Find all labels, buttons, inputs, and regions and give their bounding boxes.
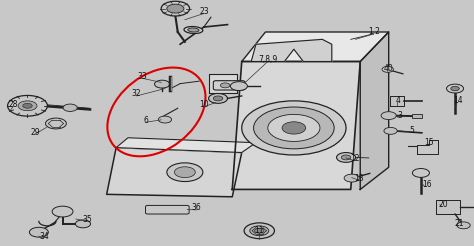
- Polygon shape: [242, 32, 389, 62]
- Circle shape: [174, 167, 195, 178]
- Text: 21: 21: [454, 219, 464, 228]
- Circle shape: [230, 82, 247, 91]
- Circle shape: [255, 228, 264, 233]
- Circle shape: [242, 101, 346, 155]
- Circle shape: [381, 112, 396, 120]
- Text: 12: 12: [350, 154, 359, 163]
- Polygon shape: [232, 62, 360, 189]
- Circle shape: [167, 163, 203, 182]
- Circle shape: [155, 80, 170, 88]
- Circle shape: [412, 169, 429, 177]
- Text: 29: 29: [31, 128, 40, 137]
- Polygon shape: [107, 148, 242, 197]
- Polygon shape: [436, 200, 460, 214]
- Text: 6: 6: [144, 116, 148, 125]
- Circle shape: [250, 226, 269, 236]
- Circle shape: [8, 95, 47, 116]
- Ellipse shape: [188, 28, 199, 32]
- Text: 23: 23: [199, 7, 209, 15]
- FancyBboxPatch shape: [146, 205, 189, 214]
- Circle shape: [75, 220, 91, 228]
- Circle shape: [209, 93, 228, 103]
- Circle shape: [220, 83, 230, 88]
- Circle shape: [63, 104, 77, 111]
- Text: 36: 36: [192, 203, 201, 212]
- Text: 20: 20: [439, 200, 448, 209]
- Text: 5: 5: [409, 126, 414, 135]
- Circle shape: [451, 86, 459, 91]
- Polygon shape: [390, 96, 404, 106]
- Text: 32: 32: [132, 90, 141, 98]
- Ellipse shape: [184, 27, 203, 33]
- Circle shape: [268, 114, 320, 141]
- Circle shape: [167, 4, 184, 13]
- Bar: [412, 114, 422, 118]
- Text: 33: 33: [137, 72, 147, 81]
- Text: 10: 10: [199, 100, 209, 109]
- Text: 15: 15: [425, 138, 434, 147]
- Circle shape: [244, 223, 274, 239]
- Circle shape: [46, 118, 66, 129]
- Text: 16: 16: [422, 180, 431, 189]
- Polygon shape: [417, 140, 438, 154]
- Circle shape: [282, 122, 306, 134]
- Circle shape: [457, 222, 470, 229]
- Text: 13: 13: [355, 174, 364, 183]
- Text: 4: 4: [396, 96, 401, 105]
- Text: 14: 14: [453, 96, 463, 105]
- Circle shape: [337, 153, 356, 162]
- Polygon shape: [209, 74, 237, 93]
- Circle shape: [447, 84, 464, 93]
- Circle shape: [161, 1, 190, 16]
- Text: 28: 28: [9, 100, 18, 109]
- Circle shape: [23, 103, 32, 108]
- Text: 11: 11: [255, 226, 264, 235]
- Circle shape: [158, 116, 172, 123]
- Circle shape: [18, 101, 37, 111]
- Polygon shape: [116, 138, 256, 153]
- Polygon shape: [251, 39, 332, 62]
- Text: 7,8,9: 7,8,9: [258, 55, 277, 63]
- Text: 34: 34: [40, 232, 49, 241]
- Circle shape: [29, 227, 48, 237]
- Circle shape: [382, 66, 393, 72]
- Text: 1,2: 1,2: [368, 28, 381, 36]
- Circle shape: [341, 155, 351, 160]
- Text: 40: 40: [384, 64, 393, 73]
- Circle shape: [213, 96, 223, 101]
- Text: 3: 3: [397, 111, 402, 120]
- Text: 35: 35: [83, 215, 92, 224]
- Circle shape: [344, 174, 359, 182]
- FancyBboxPatch shape: [213, 81, 245, 90]
- Circle shape: [52, 206, 73, 217]
- Polygon shape: [360, 32, 389, 189]
- Circle shape: [254, 107, 334, 149]
- Circle shape: [384, 127, 397, 134]
